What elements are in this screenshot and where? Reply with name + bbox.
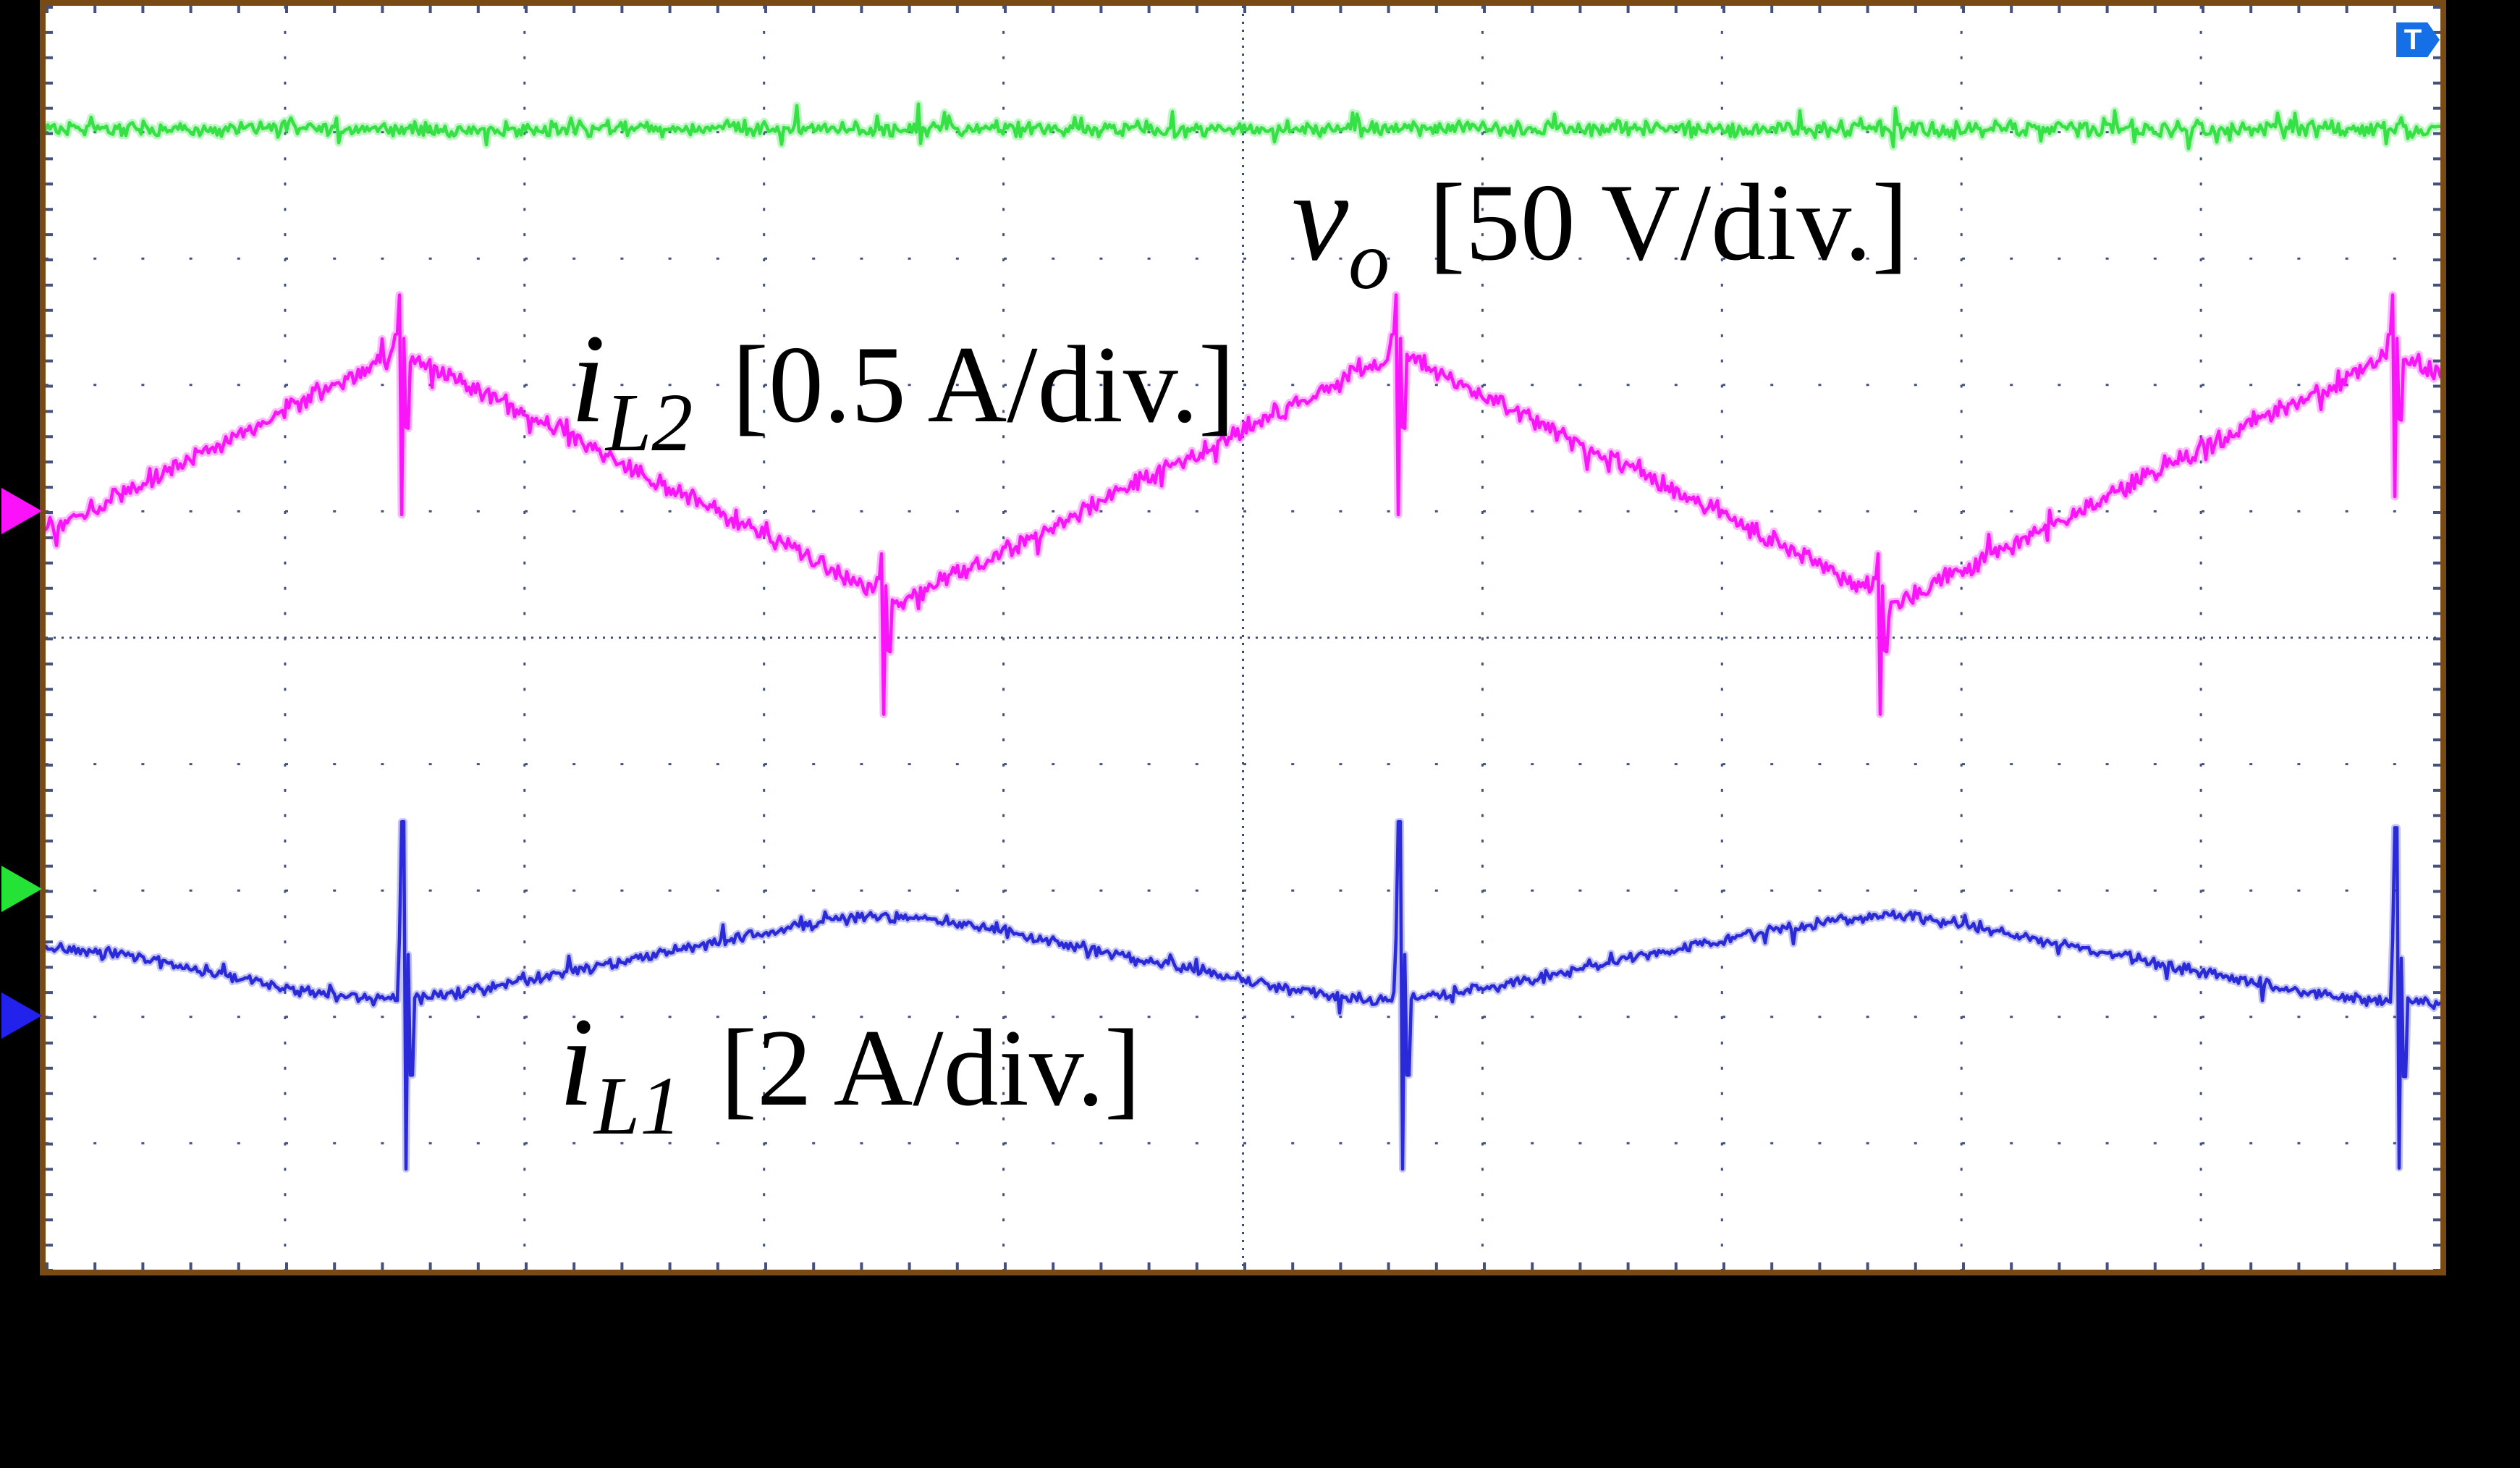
scope-plot-area — [40, 0, 2446, 1275]
vo-symbol: v — [1292, 146, 1349, 287]
scope-grid-and-traces — [46, 6, 2440, 1270]
channel-marker-vo-icon — [1, 866, 42, 912]
vo-subscript: o — [1348, 214, 1390, 306]
label-vo: vo [50 V/div.] — [1292, 153, 1908, 302]
il2-subscript: L2 — [605, 376, 693, 468]
label-il2: iL2 [0.5 A/div.] — [570, 316, 1235, 464]
channel-marker-iL1-icon — [1, 992, 42, 1039]
il1-subscript: L1 — [593, 1060, 682, 1152]
channel-marker-iL2-icon — [1, 488, 42, 534]
il2-symbol: i — [570, 308, 606, 450]
il2-scale-text: [0.5 A/div.] — [704, 324, 1235, 445]
vo-scale-text: [50 V/div.] — [1401, 161, 1908, 283]
il1-symbol: i — [559, 992, 594, 1133]
label-il1: iL1 [2 A/div.] — [559, 999, 1141, 1147]
trigger-letter: T — [2403, 24, 2422, 56]
il1-scale-text: [2 A/div.] — [693, 1007, 1141, 1129]
